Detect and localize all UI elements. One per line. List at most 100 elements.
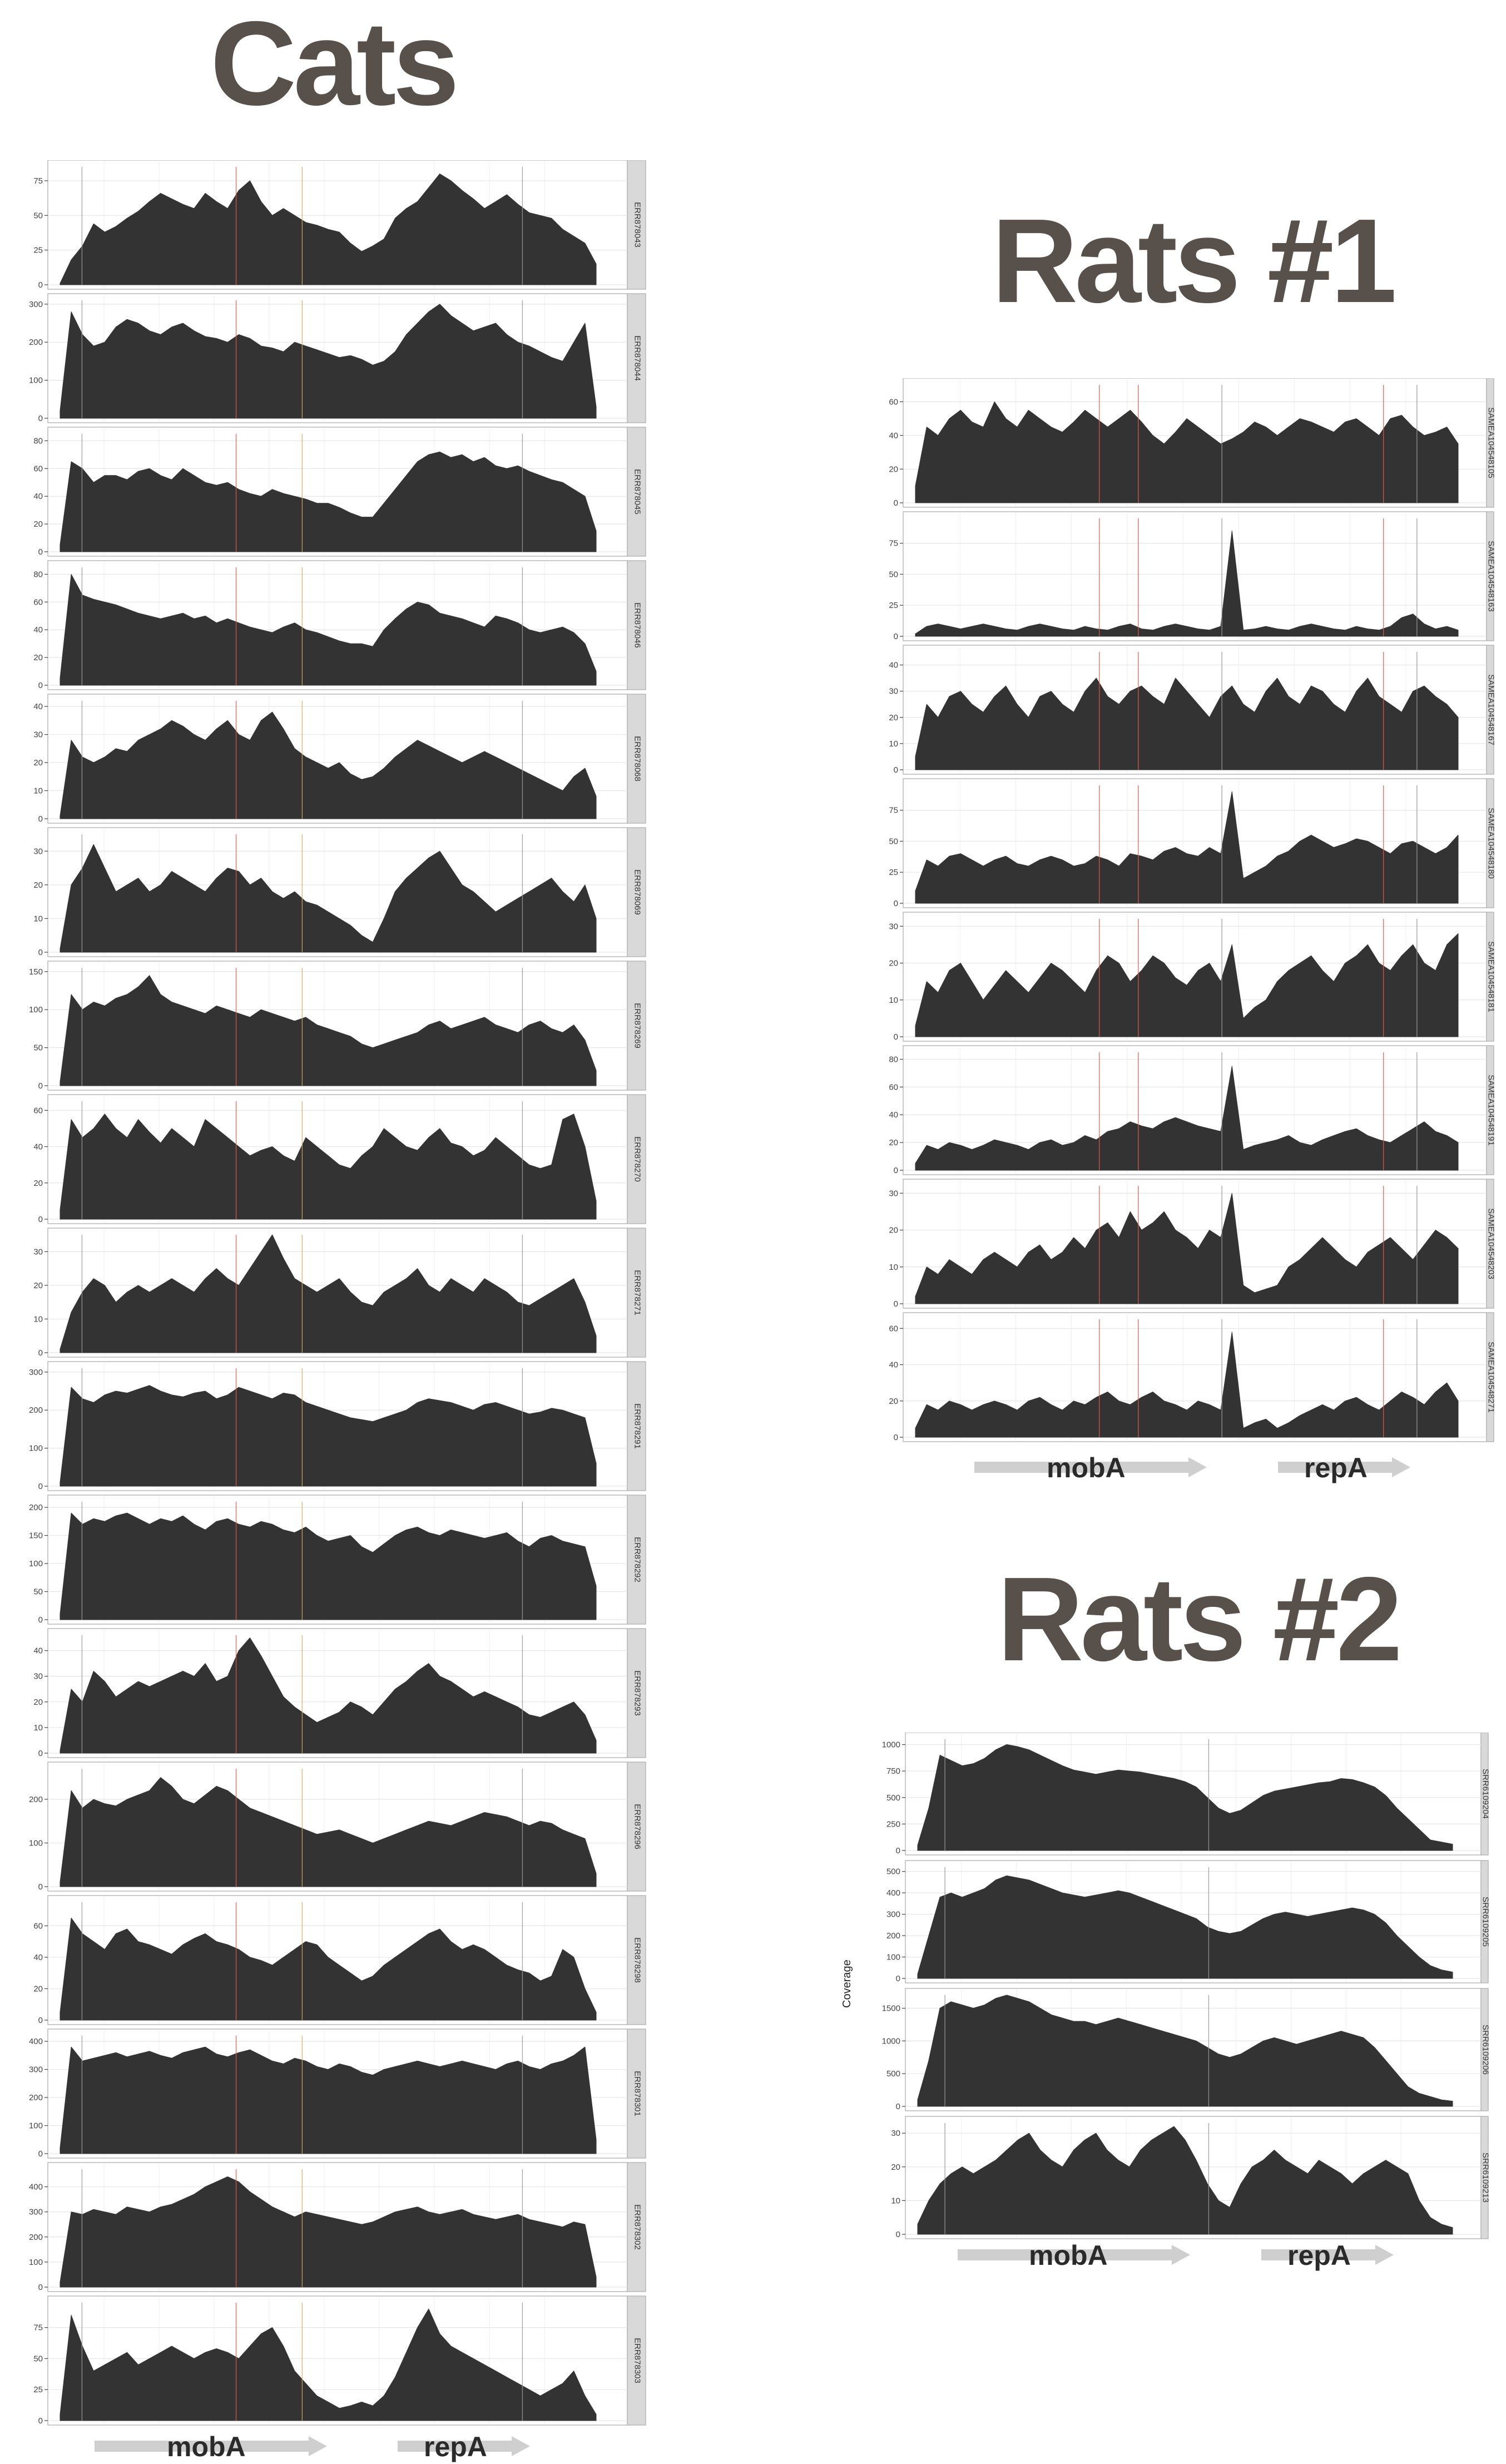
facet-strip-label: SAMEA104548191 bbox=[1487, 1075, 1495, 1146]
rats1-panel-7: SAMEA104548271 0 20 40 60 bbox=[889, 1312, 1496, 1442]
y-tick-label: 400 bbox=[886, 1888, 900, 1898]
y-tick-label: 0 bbox=[38, 1081, 43, 1091]
facet-strip bbox=[627, 694, 646, 824]
y-tick-label: 80 bbox=[33, 570, 43, 579]
y-tick-label: 40 bbox=[33, 1646, 43, 1656]
y-tick-label: 0 bbox=[38, 681, 43, 690]
rats2-title: Rats #2 bbox=[997, 1552, 1403, 1686]
facet-strip-label: ERR878269 bbox=[633, 1003, 642, 1048]
y-tick-label: 0 bbox=[38, 414, 43, 423]
rats1-panel-4: SAMEA104548181 0 10 20 30 bbox=[889, 912, 1496, 1042]
coverage-area bbox=[915, 791, 1459, 904]
y-tick-label: 40 bbox=[33, 1142, 43, 1152]
coverage-area bbox=[915, 1066, 1459, 1171]
facet-strip-label: ERR878068 bbox=[633, 736, 642, 781]
cats-panel-13: ERR878298 0 20 40 60 bbox=[33, 1895, 646, 2025]
y-tick-label: 75 bbox=[889, 806, 898, 815]
y-tick-label: 20 bbox=[33, 1281, 43, 1290]
y-tick-label: 500 bbox=[886, 1867, 900, 1877]
cats-repA-label: repA bbox=[424, 2431, 487, 2462]
coverage-area bbox=[60, 711, 597, 819]
y-tick-label: 0 bbox=[894, 1166, 898, 1175]
facet-strip-label: SRR6109206 bbox=[1481, 2025, 1489, 2075]
y-tick-label: 150 bbox=[29, 1531, 43, 1541]
y-tick-label: 400 bbox=[29, 2037, 43, 2046]
y-tick-label: 30 bbox=[33, 1247, 43, 1256]
facet-strip bbox=[1486, 1179, 1494, 1309]
y-tick-label: 0 bbox=[894, 1299, 898, 1309]
rats2-repA-arrow bbox=[1261, 2245, 1394, 2265]
facet-strip-label: ERR878298 bbox=[633, 1937, 642, 1983]
y-tick-label: 50 bbox=[33, 2354, 43, 2363]
y-tick-label: 60 bbox=[33, 1921, 43, 1931]
y-tick-label: 10 bbox=[33, 914, 43, 923]
cats-chart-svg: ERR8780430255075ERR8780440100200300ERR87… bbox=[29, 160, 646, 2426]
facet-strip bbox=[627, 1895, 646, 2025]
cats-title: Cats bbox=[210, 0, 459, 130]
rats2-panel-1: SRR6109205 0 100 200 300 400 500 bbox=[886, 1860, 1490, 1983]
y-tick-label: 25 bbox=[33, 246, 43, 255]
coverage-area bbox=[60, 304, 597, 419]
facet-strip bbox=[1486, 1312, 1494, 1442]
y-tick-label: 60 bbox=[889, 397, 898, 407]
y-tick-label: 20 bbox=[891, 2163, 900, 2172]
y-tick-label: 20 bbox=[33, 1984, 43, 1993]
y-tick-label: 20 bbox=[33, 1179, 43, 1188]
coverage-area bbox=[917, 1744, 1453, 1851]
y-tick-label: 50 bbox=[33, 1587, 43, 1597]
rats1-panel-5: SAMEA104548191 0 20 40 60 80 bbox=[889, 1045, 1496, 1175]
coverage-area bbox=[60, 574, 597, 686]
coverage-area bbox=[917, 1995, 1453, 2107]
y-tick-label: 200 bbox=[29, 2233, 43, 2242]
y-tick-label: 0 bbox=[896, 2102, 900, 2111]
coverage-area bbox=[60, 1637, 597, 1754]
coverage-area bbox=[915, 530, 1459, 637]
coverage-area bbox=[60, 2176, 597, 2288]
facet-strip-label: SRR6109205 bbox=[1481, 1897, 1489, 1947]
rats2-panel-3: SRR6109213 0 10 20 30 bbox=[891, 2116, 1490, 2239]
facet-strip bbox=[627, 961, 646, 1091]
facet-strip bbox=[1480, 1988, 1489, 2111]
y-tick-label: 0 bbox=[38, 1348, 43, 1358]
coverage-area bbox=[915, 933, 1459, 1037]
y-tick-label: 25 bbox=[889, 868, 898, 877]
facet-strip bbox=[627, 2295, 646, 2426]
y-tick-label: 0 bbox=[38, 2016, 43, 2025]
cats-mobA-label: mobA bbox=[167, 2431, 246, 2462]
coverage-area bbox=[60, 1385, 597, 1487]
facet-strip bbox=[1486, 778, 1494, 908]
y-tick-label: 100 bbox=[29, 2121, 43, 2131]
y-tick-label: 50 bbox=[889, 837, 898, 846]
coverage-area bbox=[915, 1193, 1459, 1304]
y-tick-label: 250 bbox=[886, 1819, 900, 1829]
coverage-area bbox=[60, 451, 597, 552]
facet-strip bbox=[1486, 1045, 1494, 1175]
y-tick-label: 10 bbox=[891, 2196, 900, 2205]
cats-panel-15: ERR878302 0 100 200 300 400 bbox=[29, 2162, 646, 2292]
y-tick-label: 30 bbox=[33, 730, 43, 740]
y-tick-label: 200 bbox=[29, 1795, 43, 1804]
facet-strip-label: SAMEA104548167 bbox=[1487, 674, 1495, 745]
y-tick-label: 100 bbox=[29, 2258, 43, 2267]
facet-strip bbox=[627, 1762, 646, 1892]
facet-strip bbox=[1480, 1732, 1489, 1856]
cats-panel-7: ERR878270 0 20 40 60 bbox=[33, 1094, 646, 1224]
coverage-area bbox=[60, 1114, 597, 1220]
rats2-mobA-label: mobA bbox=[1029, 2240, 1108, 2271]
y-tick-label: 20 bbox=[889, 959, 898, 968]
coverage-area bbox=[60, 2308, 597, 2421]
facet-strip bbox=[627, 1495, 646, 1625]
y-tick-label: 0 bbox=[894, 632, 898, 641]
y-tick-label: 0 bbox=[896, 2230, 900, 2239]
y-tick-label: 50 bbox=[33, 1043, 43, 1053]
y-tick-label: 50 bbox=[33, 211, 43, 220]
facet-strip bbox=[627, 1228, 646, 1358]
y-tick-label: 100 bbox=[29, 1559, 43, 1569]
facet-strip bbox=[1480, 2116, 1489, 2239]
y-tick-label: 40 bbox=[33, 702, 43, 711]
cats-repA-arrow bbox=[398, 2436, 530, 2456]
rats1-mobA-label: mobA bbox=[1047, 1452, 1126, 1483]
y-tick-label: 0 bbox=[38, 1215, 43, 1224]
facet-strip bbox=[1486, 511, 1494, 641]
y-tick-label: 20 bbox=[33, 758, 43, 768]
